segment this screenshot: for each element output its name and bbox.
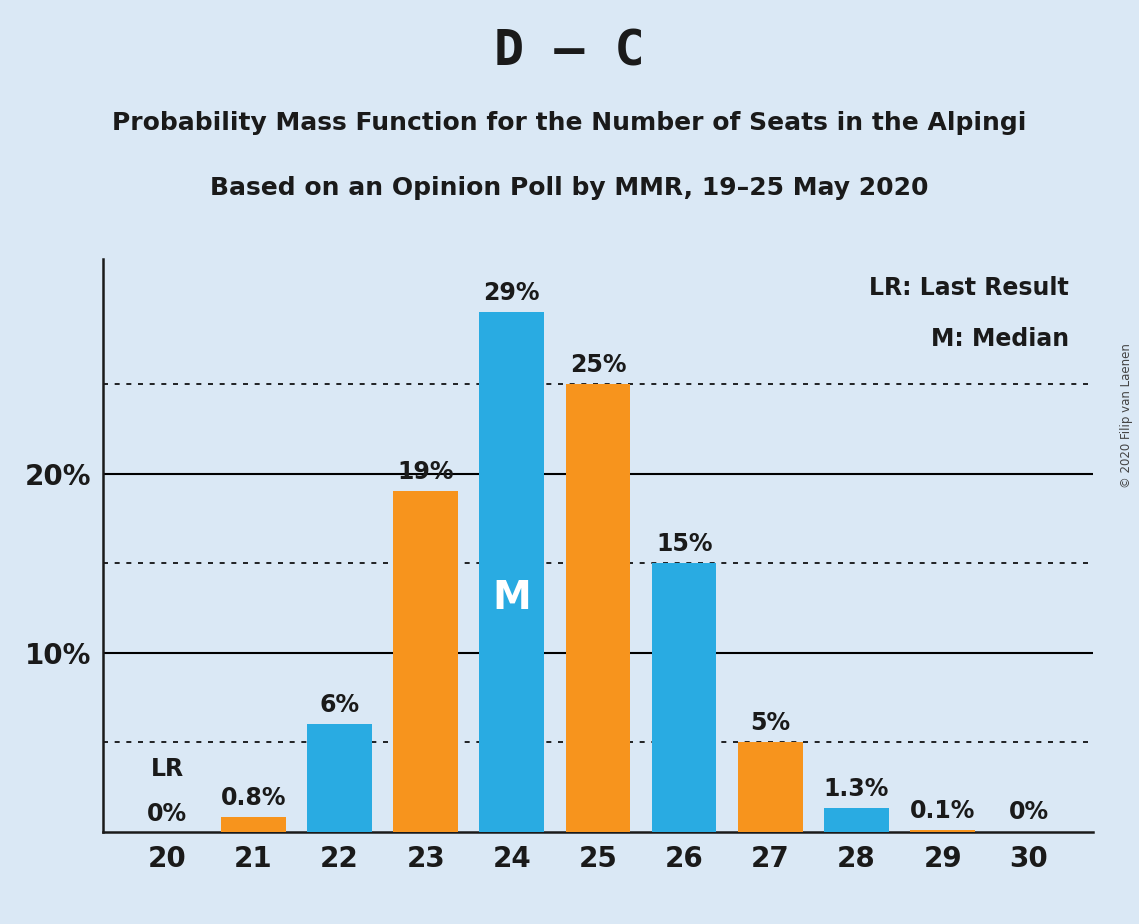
Bar — [393, 492, 458, 832]
Text: Probability Mass Function for the Number of Seats in the Alpingi: Probability Mass Function for the Number… — [113, 111, 1026, 135]
Text: 1.3%: 1.3% — [823, 777, 890, 801]
Bar — [910, 830, 975, 832]
Text: D – C: D – C — [494, 28, 645, 76]
Bar — [221, 818, 286, 832]
Text: © 2020 Filip van Laenen: © 2020 Filip van Laenen — [1121, 344, 1133, 488]
Bar — [308, 724, 371, 832]
Text: 29%: 29% — [484, 281, 540, 305]
Text: 0.1%: 0.1% — [910, 798, 975, 822]
Text: 19%: 19% — [398, 460, 453, 484]
Bar — [652, 563, 716, 832]
Bar — [738, 742, 803, 832]
Bar — [480, 312, 544, 832]
Text: Based on an Opinion Poll by MMR, 19–25 May 2020: Based on an Opinion Poll by MMR, 19–25 M… — [211, 176, 928, 200]
Text: 5%: 5% — [751, 711, 790, 735]
Text: M: Median: M: Median — [931, 327, 1068, 351]
Text: 0.8%: 0.8% — [221, 786, 286, 810]
Text: 25%: 25% — [570, 353, 626, 377]
Bar — [825, 808, 888, 832]
Text: 0%: 0% — [1009, 800, 1049, 824]
Text: 15%: 15% — [656, 532, 712, 556]
Bar — [566, 384, 630, 832]
Text: 6%: 6% — [319, 693, 360, 717]
Text: 0%: 0% — [147, 802, 187, 826]
Text: M: M — [492, 579, 531, 617]
Text: LR: Last Result: LR: Last Result — [869, 276, 1068, 300]
Text: LR: LR — [150, 758, 183, 782]
